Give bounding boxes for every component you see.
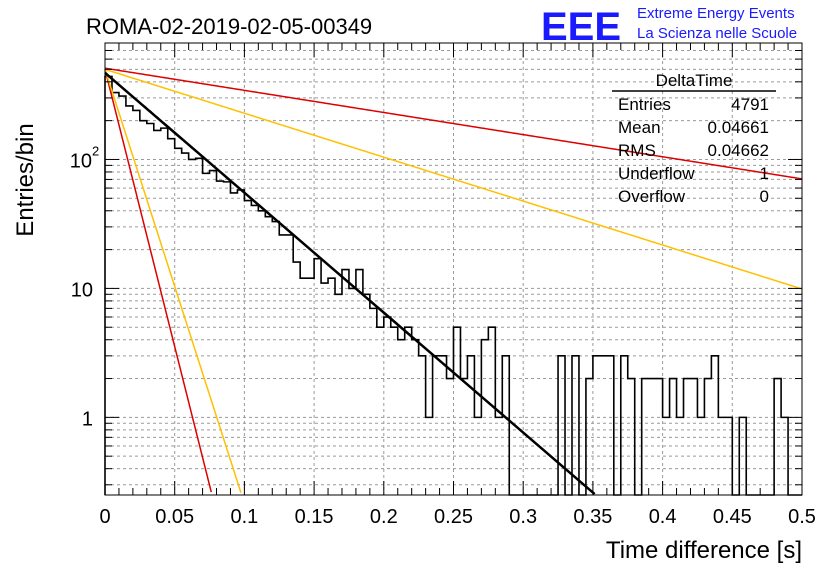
x-tick-label: 0.15 (295, 506, 334, 528)
stats-value-rms: 0.04662 (708, 141, 769, 160)
x-tick-label: 0.25 (434, 506, 473, 528)
stats-label-underflow: Underflow (618, 164, 695, 183)
exponential-curve (104, 68, 803, 290)
stats-value-underflow: 1 (760, 164, 769, 183)
axes: 0 0.05 0.1 0.15 0.2 0.25 0.3 0.35 0.4 0.45 0.51101… (70, 42, 816, 528)
stats-label-overflow: Overflow (618, 187, 686, 206)
stats-label-entries: Entries (618, 95, 671, 114)
x-tick-label: 0.3 (509, 506, 537, 528)
x-tick-label: 0.2 (370, 506, 398, 528)
x-tick-label: 0.35 (573, 506, 612, 528)
exponential-curve (104, 69, 213, 493)
x-tick-label: 0.45 (713, 506, 752, 528)
logo-line-1: Extreme Energy Events (637, 5, 795, 22)
exponential-curve (104, 67, 803, 180)
stats-title: DeltaTime (656, 71, 733, 90)
y-tick-label: 10 (71, 279, 93, 301)
exponential-curve (104, 69, 242, 493)
fit-curves (104, 67, 803, 495)
eee-logo: EEE (541, 5, 621, 49)
stats-value-overflow: 0 (760, 187, 769, 206)
logo-line-2: La Scienza nelle Scuole (637, 25, 797, 42)
x-axis-label: Time difference [s] (606, 537, 802, 564)
exponential-curve (104, 71, 596, 495)
histogram-bars (104, 75, 802, 496)
y-tick-label-exponent: 2 (92, 143, 99, 158)
grid (105, 42, 802, 495)
stats-label-rms: RMS (618, 141, 656, 160)
x-tick-label: 0.05 (155, 506, 194, 528)
stats-value-entries: 4791 (731, 95, 769, 114)
histogram-outline (104, 75, 802, 496)
y-axis-label: Entries/bin (12, 123, 39, 236)
x-tick-label: 0.1 (230, 506, 258, 528)
y-tick-label: 1 (82, 408, 93, 430)
y-tick-label: 10 (70, 150, 92, 172)
stats-value-mean: 0.04661 (708, 118, 769, 137)
run-title: ROMA-02-2019-02-05-00349 (86, 14, 372, 39)
x-tick-label: 0.5 (788, 506, 816, 528)
x-tick-label: 0.4 (649, 506, 677, 528)
stats-label-mean: Mean (618, 118, 661, 137)
x-tick-label: 0 (99, 506, 110, 528)
stats-box: DeltaTime Entries 4791 Mean 0.04661 RMS … (612, 71, 776, 206)
